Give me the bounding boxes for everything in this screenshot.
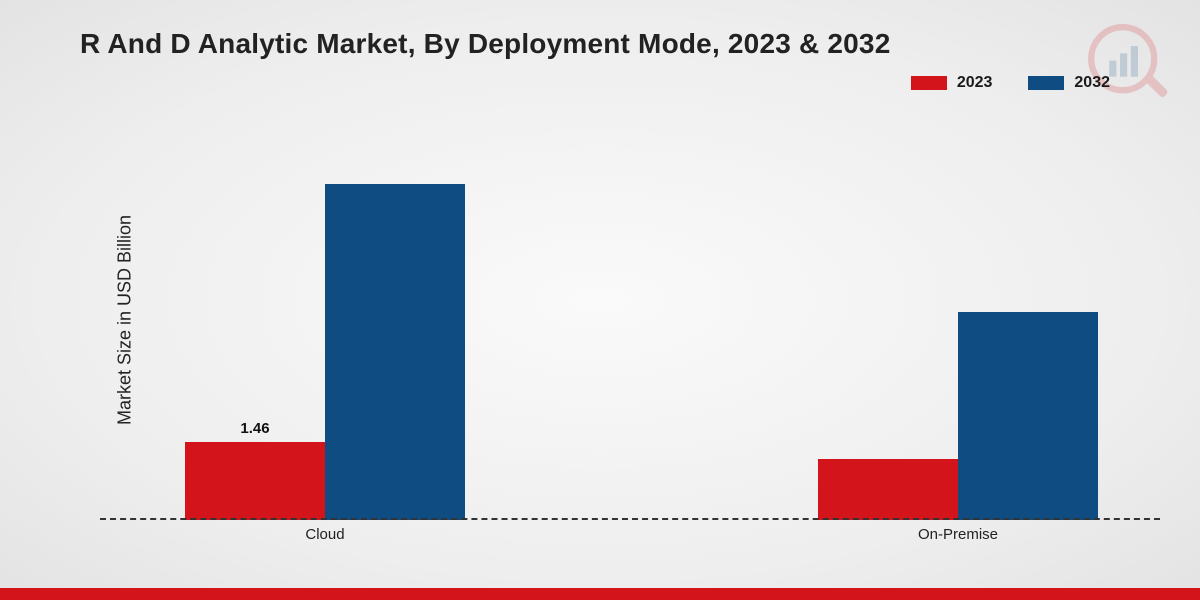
x-axis-baseline [100, 518, 1160, 520]
bar-cloud-2032 [325, 184, 465, 520]
legend-label-2032: 2032 [1074, 74, 1110, 92]
legend-item-2023: 2023 [911, 74, 993, 92]
legend-swatch-2023 [911, 76, 947, 90]
chart-canvas: R And D Analytic Market, By Deployment M… [0, 0, 1200, 600]
category-label-onpremise: On-Premise [818, 526, 1098, 543]
bar-onpremise-2023 [818, 459, 958, 520]
plot-area: 1.46 Cloud On-Premise [100, 120, 1160, 520]
watermark-logo-icon [1084, 20, 1174, 110]
bar-onpremise-2032 [958, 312, 1098, 520]
legend-item-2032: 2032 [1028, 74, 1110, 92]
category-label-cloud: Cloud [185, 526, 465, 543]
bar-value-cloud-2023: 1.46 [185, 420, 325, 437]
legend-swatch-2032 [1028, 76, 1064, 90]
legend: 2023 2032 [911, 74, 1110, 92]
legend-label-2023: 2023 [957, 74, 993, 92]
chart-title: R And D Analytic Market, By Deployment M… [80, 28, 890, 60]
bar-cloud-2023: 1.46 [185, 442, 325, 520]
bottom-accent-bar [0, 588, 1200, 600]
